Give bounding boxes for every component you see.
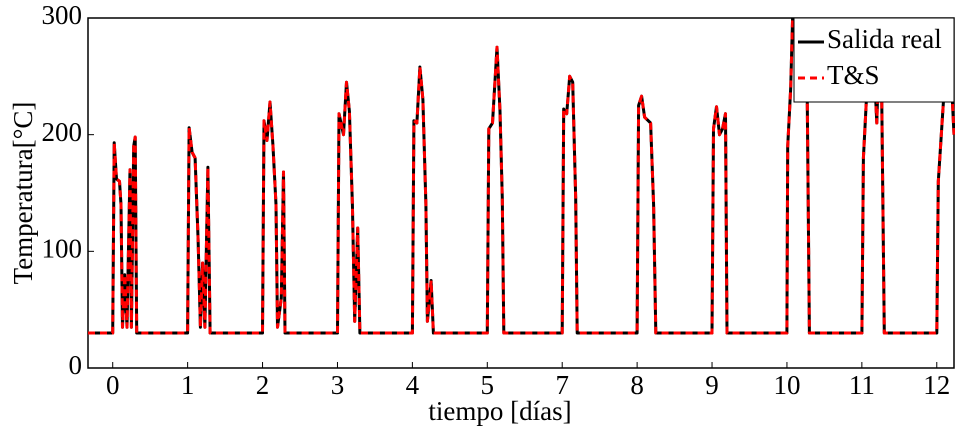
plot-area <box>88 18 955 335</box>
x-tick-label: 8 <box>630 370 644 400</box>
x-tick-label: 5 <box>481 370 495 400</box>
plot-frame <box>87 17 955 369</box>
x-tick-label: 11 <box>849 370 875 400</box>
legend-label: Salida real <box>827 24 942 54</box>
x-axis-label: tiempo [días] <box>428 396 571 426</box>
x-tick-label: 9 <box>705 370 719 400</box>
x-tick-label: 10 <box>773 370 800 400</box>
y-axis-label: Temperatura[°C] <box>8 102 38 285</box>
x-tick-label: 0 <box>106 370 120 400</box>
x-tick-label: 4 <box>406 370 420 400</box>
y-tick-label: 200 <box>42 117 83 147</box>
legend-label: T&S <box>827 60 880 90</box>
series-line <box>88 18 955 335</box>
y-tick-label: 0 <box>69 350 83 380</box>
x-tick-label: 1 <box>181 370 195 400</box>
x-tick-label: 2 <box>256 370 270 400</box>
y-tick-label: 100 <box>42 234 83 264</box>
x-tick-label: 12 <box>923 370 950 400</box>
x-tick-label: 3 <box>331 370 345 400</box>
y-tick-label: 300 <box>42 0 83 30</box>
legend-box <box>793 17 955 103</box>
x-tick-label: 7 <box>555 370 569 400</box>
